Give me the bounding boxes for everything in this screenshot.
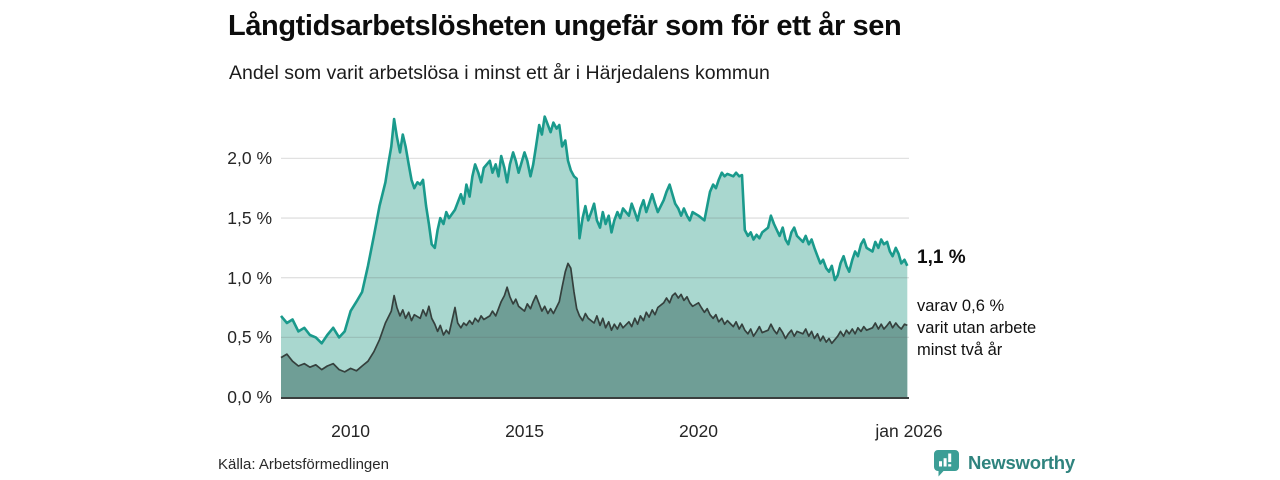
sub-series-annotation-line: varav 0,6 % bbox=[917, 297, 1005, 315]
newsworthy-bubble-chart-icon bbox=[933, 449, 960, 477]
source-note: Källa: Arbetsförmedlingen bbox=[218, 456, 389, 473]
page-title: Långtidsarbetslösheten ungefär som för e… bbox=[228, 10, 902, 42]
latest-value-label: 1,1 % bbox=[917, 247, 966, 268]
y-tick-label: 1,5 % bbox=[227, 208, 272, 229]
x-tick-label: 2010 bbox=[331, 421, 371, 441]
two-year-line bbox=[280, 262, 908, 373]
x-tick-label: 2020 bbox=[679, 421, 718, 441]
newsworthy-logo-text: Newsworthy bbox=[968, 452, 1075, 473]
total-line bbox=[280, 115, 909, 345]
page-subtitle: Andel som varit arbetslösa i minst ett å… bbox=[229, 62, 770, 84]
y-tick-label: 0,0 % bbox=[227, 387, 272, 407]
sub-series-annotation-line: minst två år bbox=[917, 341, 1003, 359]
x-tick-label: jan 2026 bbox=[875, 421, 943, 441]
newsworthy-logo[interactable]: Newsworthy bbox=[933, 449, 1075, 477]
total-area-fill bbox=[281, 116, 908, 397]
sub-series-annotation: varav 0,6 % varit utan arbete minst två … bbox=[917, 295, 1036, 361]
y-tick-label: 0,5 % bbox=[227, 327, 272, 348]
y-tick-label: 1,0 % bbox=[227, 267, 272, 288]
x-tick-label: 2015 bbox=[505, 421, 544, 441]
sub-series-annotation-line: varit utan arbete bbox=[917, 319, 1037, 337]
two-year-area-fill bbox=[281, 263, 908, 397]
y-tick-label: 2,0 % bbox=[227, 148, 272, 169]
